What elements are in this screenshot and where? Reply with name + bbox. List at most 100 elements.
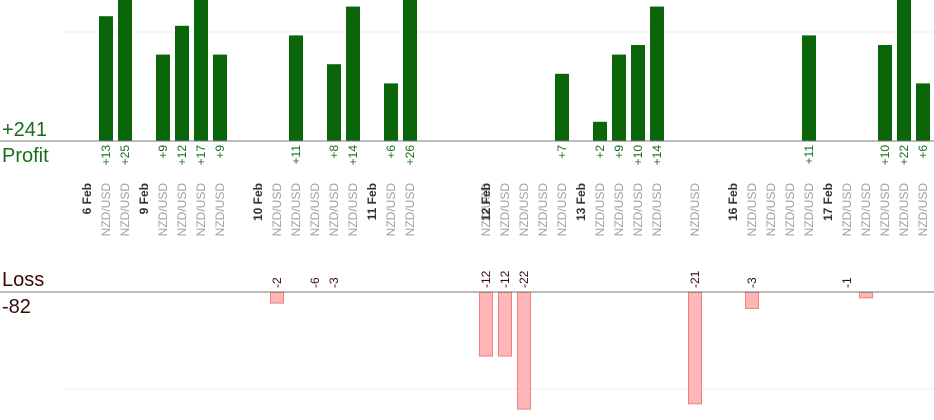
pair-label: NZD/USD xyxy=(498,183,512,237)
loss-bar xyxy=(688,292,702,405)
date-label: 17 Feb xyxy=(821,183,835,221)
pair-label: NZD/USD xyxy=(403,183,417,237)
profit-value-label: +6 xyxy=(916,145,930,159)
date-labels: 6 Feb 9 Feb 10 Feb 11 Feb 12 Feb 13 Feb 16 Feb… xyxy=(80,183,835,221)
date-label: 13 Feb xyxy=(574,183,588,221)
pair-label: NZD/USD xyxy=(783,183,797,237)
profit-bar xyxy=(213,54,227,141)
pair-label: NZD/USD xyxy=(289,183,303,237)
profit-value-label: +11 xyxy=(289,145,303,165)
pair-label: NZD/USD xyxy=(384,183,398,237)
pair-label: NZD/USD xyxy=(346,183,360,237)
pair-label: NZD/USD xyxy=(118,183,132,237)
loss-value-label: -12 xyxy=(479,270,493,288)
pair-label: NZD/USD xyxy=(764,183,778,237)
profit-value-label: +14 xyxy=(346,145,360,166)
loss-value-label: -22 xyxy=(517,270,531,288)
loss-bar xyxy=(270,292,284,304)
profit-bar xyxy=(650,6,664,141)
loss-bars xyxy=(270,292,873,410)
profit-label: Profit xyxy=(2,145,49,167)
profit-value-label: +25 xyxy=(118,145,132,166)
pair-label: NZD/USD xyxy=(536,183,550,237)
loss-total: -82 xyxy=(2,296,31,318)
profit-bar xyxy=(802,35,816,141)
pair-label: NZD/USD xyxy=(878,183,892,237)
pair-label: NZD/USD xyxy=(213,183,227,237)
loss-value-label: -3 xyxy=(745,277,759,288)
profit-bar xyxy=(593,121,607,141)
profit-bar xyxy=(878,45,892,141)
profit-total: +241 xyxy=(2,119,48,141)
loss-bar xyxy=(745,292,759,309)
date-label: 12 Feb xyxy=(479,183,493,221)
pair-label: NZD/USD xyxy=(688,183,702,237)
profit-bar xyxy=(156,54,170,141)
profit-value-label: +10 xyxy=(631,145,645,166)
loss-label: Loss xyxy=(2,269,45,291)
pair-label: NZD/USD xyxy=(859,183,873,237)
loss-bar xyxy=(859,292,873,299)
pair-label: NZD/USD xyxy=(479,183,493,237)
pair-label: NZD/USD xyxy=(270,183,284,237)
profit-value-label: +14 xyxy=(650,145,664,166)
loss-bar xyxy=(479,292,493,357)
profit-bar xyxy=(631,45,645,141)
profit-bar xyxy=(403,0,417,142)
pair-labels: NZD/USD NZD/USD NZD/USD NZD/USD NZD/USD NZD/U… xyxy=(99,183,930,237)
date-label: 16 Feb xyxy=(726,183,740,221)
loss-bar xyxy=(517,292,531,410)
profit-value-label: +9 xyxy=(612,145,626,159)
date-label: 11 Feb xyxy=(365,183,379,220)
loss-value-label: -12 xyxy=(498,270,512,288)
profit-bar xyxy=(897,0,911,141)
pair-label: NZD/USD xyxy=(631,183,645,237)
pair-label: NZD/USD xyxy=(327,183,341,237)
profit-value-label: +22 xyxy=(897,145,911,166)
pair-label: NZD/USD xyxy=(194,183,208,237)
pair-label: NZD/USD xyxy=(99,183,113,237)
pair-label: NZD/USD xyxy=(612,183,626,237)
profit-bar xyxy=(327,64,341,141)
profit-bar xyxy=(612,54,626,141)
profit-bar xyxy=(384,83,398,141)
profit-value-label: +2 xyxy=(593,145,607,159)
profit-value-label: +17 xyxy=(194,145,208,166)
profit-bar xyxy=(118,0,132,141)
pair-label: NZD/USD xyxy=(517,183,531,237)
profit-value-label: +11 xyxy=(802,145,816,165)
pair-label: NZD/USD xyxy=(156,183,170,237)
pair-label: NZD/USD xyxy=(555,183,569,237)
profit-bar xyxy=(289,35,303,141)
loss-bar xyxy=(498,292,512,357)
profit-value-label: +12 xyxy=(175,145,189,166)
profit-bar xyxy=(555,73,569,141)
date-label: 9 Feb xyxy=(137,183,151,214)
loss-value-label: -3 xyxy=(327,277,341,288)
pair-label: NZD/USD xyxy=(745,183,759,237)
profit-value-label: +6 xyxy=(384,145,398,159)
loss-value-label: -2 xyxy=(270,277,284,288)
profit-value-label: +9 xyxy=(156,145,170,159)
pair-label: NZD/USD xyxy=(916,183,930,237)
loss-value-label: -1 xyxy=(840,277,854,288)
profit-bar xyxy=(175,25,189,141)
profit-bar xyxy=(99,16,113,142)
profit-value-label: +26 xyxy=(403,145,417,166)
date-label: 6 Feb xyxy=(80,183,94,214)
profit-value-label: +7 xyxy=(555,145,569,159)
pair-label: NZD/USD xyxy=(840,183,854,237)
profit-bar xyxy=(346,6,360,141)
pair-label: NZD/USD xyxy=(650,183,664,237)
profit-value-label: +9 xyxy=(213,145,227,159)
pair-label: NZD/USD xyxy=(802,183,816,237)
pair-label: NZD/USD xyxy=(175,183,189,237)
loss-value-label: -6 xyxy=(308,277,322,288)
value-labels: +13 +25 +9 +12 +17 +9 +11 +8 +14 +6 +26 +7 +2 +9 +10 +1… xyxy=(99,145,930,288)
date-label: 10 Feb xyxy=(251,183,265,221)
profit-value-label: +13 xyxy=(99,145,113,166)
loss-value-label: -21 xyxy=(688,270,702,288)
profit-bar xyxy=(916,83,930,141)
profit-value-label: +10 xyxy=(878,145,892,166)
